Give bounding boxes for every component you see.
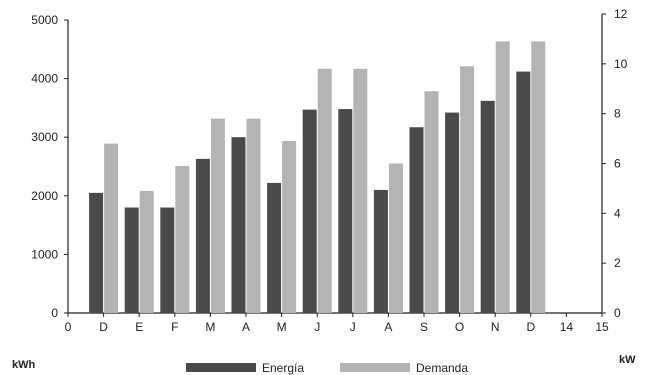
y-right-tick-label: 12 bbox=[614, 7, 628, 21]
y-left-tick-label: 3000 bbox=[31, 130, 58, 144]
y-right-tick-label: 8 bbox=[614, 107, 621, 121]
y-right-unit-label: kW bbox=[619, 354, 636, 366]
bar-energia bbox=[124, 207, 139, 313]
x-tick-label: N bbox=[491, 320, 500, 334]
bar-demanda bbox=[210, 118, 225, 314]
legend-swatch-demanda bbox=[340, 363, 410, 372]
bar-demanda bbox=[139, 190, 154, 313]
bar-demanda bbox=[460, 66, 475, 313]
bar-energia bbox=[231, 137, 246, 313]
y-right-tick-label: 2 bbox=[614, 256, 621, 270]
legend-label-demanda: Demanda bbox=[416, 361, 468, 375]
x-tick-label: A bbox=[384, 320, 392, 334]
bar-energia bbox=[160, 207, 175, 313]
x-tick-label: A bbox=[242, 320, 250, 334]
y-left-tick-label: 1000 bbox=[31, 247, 58, 261]
y-right-tick-label: 0 bbox=[614, 306, 621, 320]
legend-swatch-energia bbox=[186, 363, 256, 372]
y-left-tick-label: 5000 bbox=[31, 13, 58, 27]
x-tick-label: M bbox=[205, 320, 215, 334]
x-tick-label: D bbox=[526, 320, 535, 334]
x-tick-label: 0 bbox=[65, 320, 72, 334]
bar-energia bbox=[89, 192, 104, 313]
bar-energia bbox=[267, 182, 282, 313]
bar-demanda bbox=[104, 143, 119, 313]
bar-energia bbox=[409, 127, 424, 313]
bar-energia bbox=[373, 189, 388, 313]
x-tick-label: M bbox=[277, 320, 287, 334]
bar-demanda bbox=[317, 68, 332, 313]
bar-demanda bbox=[424, 91, 439, 313]
legend-label-energia: Energía bbox=[262, 361, 304, 375]
x-tick-label: S bbox=[420, 320, 428, 334]
x-tick-label: D bbox=[99, 320, 108, 334]
bar-demanda bbox=[353, 68, 368, 313]
bar-demanda bbox=[531, 41, 546, 314]
x-tick-label: J bbox=[314, 320, 320, 334]
x-tick-label: 14 bbox=[560, 320, 574, 334]
x-tick-label: E bbox=[135, 320, 143, 334]
y-left-tick-label: 4000 bbox=[31, 72, 58, 86]
y-left-tick-label: 2000 bbox=[31, 189, 58, 203]
bar-demanda bbox=[388, 163, 403, 313]
y-right-tick-label: 10 bbox=[614, 57, 628, 71]
x-tick-label: J bbox=[350, 320, 356, 334]
y-left-tick-label: 0 bbox=[51, 306, 58, 320]
y-right-tick-label: 6 bbox=[614, 157, 621, 171]
y-right-tick-label: 4 bbox=[614, 206, 621, 220]
bar-demanda bbox=[175, 165, 190, 313]
bar-energia bbox=[195, 158, 210, 313]
bar-demanda bbox=[495, 41, 510, 314]
bar-energia bbox=[480, 100, 495, 313]
x-tick-label: 15 bbox=[595, 320, 609, 334]
y-left-unit-label: kWh bbox=[12, 359, 36, 371]
bar-energia bbox=[302, 109, 317, 314]
x-tick-label: F bbox=[171, 320, 178, 334]
bar-demanda bbox=[246, 118, 261, 314]
bar-energia bbox=[516, 71, 531, 314]
bar-energia bbox=[445, 112, 460, 313]
x-tick-label: O bbox=[455, 320, 464, 334]
bar-energia bbox=[338, 109, 353, 314]
bar-demanda bbox=[282, 141, 297, 313]
